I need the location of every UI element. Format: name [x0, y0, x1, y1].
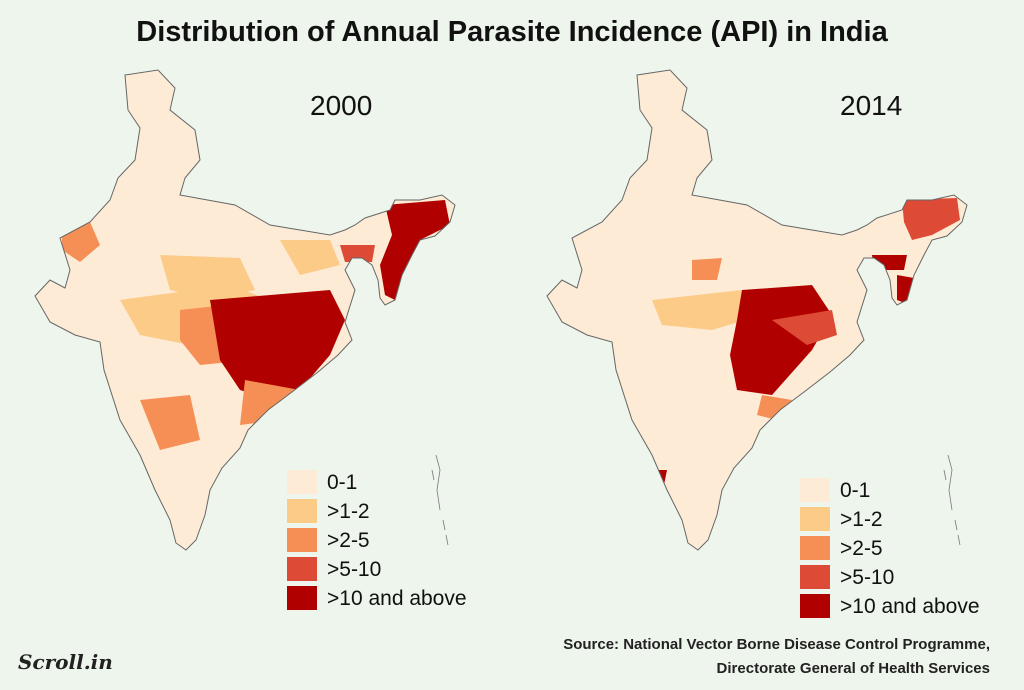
legend-label: >10 and above [327, 587, 467, 610]
legend-swatch [287, 528, 317, 552]
legend-label: 0-1 [327, 471, 358, 494]
map-2000-region-north-central [160, 255, 255, 300]
source-line-1: Source: National Vector Borne Disease Co… [563, 636, 990, 653]
legend-swatch [800, 565, 830, 589]
map-2000-region-east-core [210, 290, 345, 400]
legend-swatch [800, 478, 830, 502]
legend-label: >2-5 [327, 529, 370, 552]
map-2000 [34, 69, 456, 551]
map-2014-region-odisha [772, 310, 837, 345]
legend-swatch [287, 557, 317, 581]
map-2000-region-coastal-east [240, 380, 300, 425]
legend-swatch [287, 470, 317, 494]
map-2014-year-label: 2014 [840, 90, 903, 121]
map-2000-region-bihar [280, 240, 340, 275]
legend-swatch [800, 507, 830, 531]
map-2014-region-meghalaya [872, 255, 907, 270]
map-2000-outline [34, 69, 456, 551]
legend-label: 0-1 [840, 479, 871, 502]
map-2000-region-meghalaya [340, 245, 375, 262]
map-2000-islands [431, 454, 449, 546]
map-2014-islands [943, 454, 961, 546]
legend-swatch [287, 586, 317, 610]
source-note: Source: National Vector Borne Disease Co… [563, 633, 990, 681]
map-2000-region-south-west [140, 395, 200, 450]
legend-label: >5-10 [327, 558, 382, 581]
map-2014-outline [546, 69, 968, 551]
map-2014 [546, 69, 968, 551]
map-2014-region-northeast [902, 198, 960, 240]
map-2014-region-central-west [652, 290, 762, 330]
map-2014-region-north-central [692, 258, 722, 280]
legend-swatch [800, 536, 830, 560]
legend-label: >5-10 [840, 566, 895, 589]
legend-label: >2-5 [840, 537, 883, 560]
scroll-logo: Scroll.in [18, 650, 113, 674]
map-2000-year-label: 2000 [310, 90, 373, 121]
legend-swatch [800, 594, 830, 618]
map-2014-region-east-core [730, 285, 832, 395]
legend-label: >10 and above [840, 595, 980, 618]
chart-title: Distribution of Annual Parasite Incidenc… [136, 16, 888, 48]
source-line-2: Directorate General of Health Services [716, 660, 990, 677]
legend-label: >1-2 [327, 500, 370, 523]
legend-label: >1-2 [840, 508, 883, 531]
map-2014-region-coastal-east [757, 395, 792, 420]
legend-swatch [287, 499, 317, 523]
